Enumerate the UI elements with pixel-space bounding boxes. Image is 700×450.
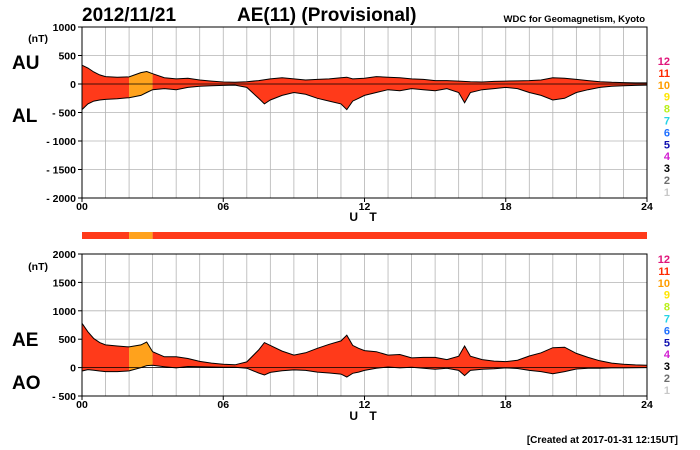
scale-level-6: 6 <box>664 127 670 139</box>
scale-level-1: 1 <box>664 187 670 199</box>
series-line-ao <box>81 364 648 378</box>
au-al-lines <box>81 64 648 111</box>
ae-ao-x-ticks: 00 06 12 18 24 <box>76 396 653 411</box>
activity-bar-segment <box>82 232 130 239</box>
scale-level-8: 8 <box>664 104 670 116</box>
scale-level-2: 2 <box>664 373 670 385</box>
p1-x-tick-label: 18 <box>500 201 512 213</box>
series-line-ae <box>81 323 648 366</box>
series-line-au <box>81 64 647 84</box>
au-al-unit-label: (nT) <box>28 33 48 45</box>
p1-x-tick-label: 06 <box>217 201 229 213</box>
p2-x-tick-label: 06 <box>217 399 229 411</box>
activity-bar <box>82 232 647 239</box>
p1-y-tick-label: - 1500 <box>46 165 76 177</box>
au-al-y-ticks: 1000 500 0 - 500 - 1000 - 1500 - 2000 <box>46 22 82 205</box>
scale-level-11: 11 <box>658 266 670 278</box>
au-label: AU <box>12 53 39 74</box>
p2-fill-segment <box>152 335 647 377</box>
scale-level-5: 5 <box>664 139 670 151</box>
ae-ao-unit-label: (nT) <box>28 261 48 273</box>
p1-x-tick-label: 24 <box>641 201 653 213</box>
scale-level-8: 8 <box>664 302 670 314</box>
scale-level-10: 10 <box>658 278 670 290</box>
scale-level-12: 12 <box>658 56 670 68</box>
p2-fill-segment <box>82 323 130 372</box>
activity-bar-segment <box>129 232 153 239</box>
scale-level-5: 5 <box>664 337 670 349</box>
p1-y-tick-label: - 2000 <box>46 193 76 205</box>
scale-level-10: 10 <box>658 80 670 92</box>
al-label: AL <box>12 106 38 127</box>
p2-x-tick-label: 00 <box>76 399 88 411</box>
created-timestamp: [Created at 2017-01-31 12:15UT] <box>527 435 678 446</box>
scale-level-9: 9 <box>664 92 670 104</box>
scale-level-6: 6 <box>664 325 670 337</box>
scale-level-2: 2 <box>664 175 670 187</box>
p2-x-tick-label: 12 <box>359 399 371 411</box>
p1-fill-segment <box>152 73 647 110</box>
scale-level-12: 12 <box>658 254 670 266</box>
p1-y-tick-label: 1000 <box>53 22 77 34</box>
au-al-x-ticks: 00 06 12 18 24 <box>76 198 653 213</box>
scale-level-7: 7 <box>664 314 670 326</box>
scale-level-3: 3 <box>664 163 670 175</box>
p2-y-tick-label: 1500 <box>53 277 77 289</box>
scale-level-3: 3 <box>664 361 670 373</box>
series-line-al <box>81 84 648 111</box>
activity-bar-segment <box>152 232 647 239</box>
chart-title: AE(11) (Provisional) <box>237 5 417 26</box>
p1-y-tick-label: - 500 <box>52 108 76 120</box>
p1-y-tick-label: - 1000 <box>46 136 76 148</box>
source-label: WDC for Geomagnetism, Kyoto <box>504 14 646 25</box>
p1-fill-segment <box>129 71 153 98</box>
scale-level-1: 1 <box>664 385 670 397</box>
ao-label: AO <box>12 373 41 394</box>
p2-y-tick-label: 1000 <box>53 306 77 318</box>
scale-level-7: 7 <box>664 116 670 128</box>
p1-x-tick-label: 00 <box>76 201 88 213</box>
p1-y-tick-label: 0 <box>70 79 76 91</box>
p2-fill-segment <box>129 342 153 371</box>
ae-ao-fill <box>82 323 647 377</box>
ae-ao-lines <box>81 323 648 378</box>
p1-y-tick-label: 500 <box>58 51 76 63</box>
p2-y-tick-label: 500 <box>58 334 76 346</box>
scale-level-11: 11 <box>658 68 670 80</box>
p2-y-tick-label: - 500 <box>52 391 76 403</box>
p2-y-tick-label: 2000 <box>53 249 77 261</box>
ae-ao-x-axis-label: U T <box>349 409 380 423</box>
au-al-x-axis-label: U T <box>349 210 380 224</box>
p1-x-tick-label: 12 <box>359 201 371 213</box>
scale-level-4: 4 <box>664 151 671 163</box>
scale-level-4: 4 <box>664 349 671 361</box>
au-al-grid <box>82 27 647 198</box>
p2-x-tick-label: 18 <box>500 399 512 411</box>
p2-x-tick-label: 24 <box>641 399 653 411</box>
date-title: 2012/11/21 <box>82 5 176 26</box>
ae-ao-grid <box>82 254 647 396</box>
p2-y-tick-label: 0 <box>70 363 76 375</box>
ae-ao-y-ticks: 2000 1500 1000 500 0 - 500 <box>52 249 82 403</box>
scale-level-9: 9 <box>664 290 670 302</box>
ae-label: AE <box>12 330 38 351</box>
